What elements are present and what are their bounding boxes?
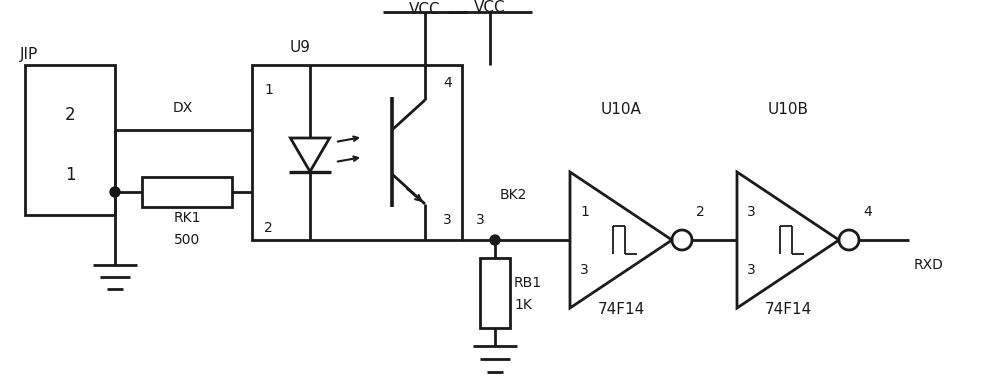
Text: VCC: VCC [474, 0, 506, 16]
Text: U10B: U10B [768, 103, 808, 117]
Text: RXD: RXD [914, 258, 944, 272]
Text: BK2: BK2 [500, 188, 527, 202]
Text: 2: 2 [696, 205, 705, 219]
Text: 74F14: 74F14 [597, 303, 645, 317]
Text: JIP: JIP [20, 48, 38, 62]
Text: 3: 3 [747, 205, 756, 219]
Text: U9: U9 [290, 41, 310, 55]
Text: 4: 4 [443, 76, 452, 90]
Text: 4: 4 [863, 205, 872, 219]
Text: DX: DX [173, 101, 193, 115]
Bar [25, 65, 115, 215]
Bar [142, 177, 232, 207]
Text: 1: 1 [264, 83, 273, 97]
Polygon shape [290, 138, 330, 172]
Circle shape [110, 187, 120, 197]
Text: 3: 3 [443, 213, 452, 227]
Text: 1K: 1K [514, 298, 532, 312]
Text: 74F14: 74F14 [764, 303, 812, 317]
Circle shape [839, 230, 859, 250]
Text: 500: 500 [174, 233, 200, 247]
Text: 3: 3 [747, 263, 756, 277]
Polygon shape [737, 172, 839, 308]
Text: 1: 1 [65, 166, 75, 184]
Text: 2: 2 [65, 106, 75, 124]
Bar [252, 65, 462, 240]
Text: 3: 3 [476, 213, 485, 227]
Bar [480, 258, 510, 328]
Text: VCC: VCC [409, 2, 441, 18]
Text: 2: 2 [264, 221, 273, 235]
Text: 1: 1 [580, 205, 589, 219]
Text: U10A: U10A [601, 103, 641, 117]
Text: RB1: RB1 [514, 276, 542, 290]
Polygon shape [570, 172, 672, 308]
Circle shape [490, 235, 500, 245]
Text: 3: 3 [580, 263, 589, 277]
Text: RK1: RK1 [173, 211, 201, 225]
Circle shape [672, 230, 692, 250]
